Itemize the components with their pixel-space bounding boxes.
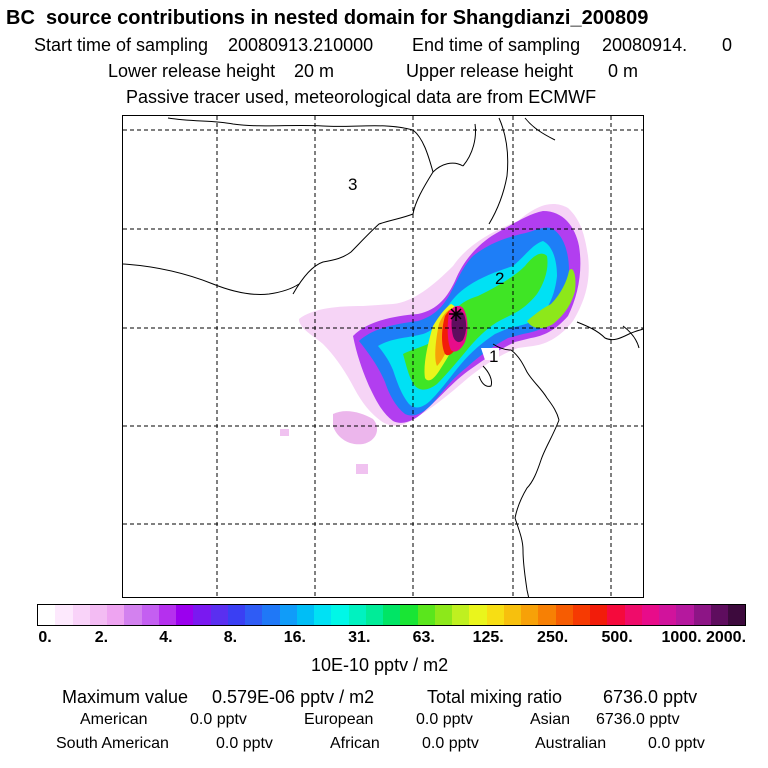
max-value: 0.579E-06 pptv / m2 [212,687,375,707]
colorbar-cell [72,605,90,625]
colorbar-cell [555,605,573,625]
colorbar-cell [503,605,521,625]
lower-release-value: 20 m [294,61,335,81]
coastlines [123,117,643,597]
region-south-american-name: South American [56,735,169,752]
colorbar-tick-label: 2000. [705,629,747,646]
colorbar-tick-label: 250. [537,629,569,646]
region-european-value: 0.0 pptv [416,711,473,728]
colorbar-cell [383,605,401,625]
colorbar-cell [693,605,711,625]
graticule [123,116,643,597]
plume-east-green [527,268,576,329]
colorbar-cell [279,605,297,625]
colorbar-cell [141,605,159,625]
colorbar-cell [107,605,125,625]
map-canvas: 1 2 3 [123,116,643,597]
total-mixing-value: 6736.0 pptv [603,687,698,707]
colorbar-tick-label: 1000. [661,629,702,646]
plume-gap [481,348,499,360]
receptor-star-icon [449,307,463,321]
colorbar-cell [486,605,504,625]
colorbar-cell [193,605,211,625]
colorbar-cell [538,605,556,625]
total-mixing-label: Total mixing ratio [427,687,563,707]
colorbar-cell [331,605,349,625]
end-time-value: 20080914. [602,35,688,55]
end-time-extra: 0 [722,35,733,55]
colorbar-tick-label: 0. [38,629,52,646]
colorbar-cell [521,605,539,625]
colorbar-cell [365,605,383,625]
colorbar-tick-label: 63. [412,629,435,646]
colorbar-cell [607,605,625,625]
upper-release-value: 0 m [608,61,639,81]
plume-core [451,311,467,343]
plot-title: BC source contributions in nested domain… [6,7,649,29]
colorbar-cell [210,605,228,625]
colorbar-cell [434,605,452,625]
region-asian-value: 6736.0 pptv [596,711,680,728]
region-south-american-value: 0.0 pptv [216,735,273,752]
colorbar-unit: 10E-10 pptv / m2 [311,655,449,675]
start-time-label: Start time of sampling [34,35,209,55]
region-australian-name: Australian [535,735,607,752]
region-label-3: 3 [348,175,357,194]
colorbar-cell [245,605,263,625]
colorbar-tick-label: 8. [223,629,238,646]
colorbar-cell [89,605,107,625]
colorbar-cell [710,605,728,625]
colorbar-cell [262,605,280,625]
end-time-label: End time of sampling [412,35,581,55]
region-american-value: 0.0 pptv [190,711,247,728]
colorbar-cell [641,605,659,625]
start-time-value: 20080913.210000 [228,35,374,55]
colorbar-cell [572,605,590,625]
colorbar-cell [227,605,245,625]
colorbar-cell [38,605,56,625]
max-value-label: Maximum value [62,687,189,707]
colorbar-cell [176,605,194,625]
region-asian-name: Asian [530,711,571,728]
colorbar-cell [158,605,176,625]
colorbar-tick-label: 2. [94,629,109,646]
region-european-name: European [304,711,374,728]
map-panel: 1 2 3 [122,115,644,598]
region-label-2: 2 [495,269,504,288]
region-american-name: American [80,711,148,728]
colorbar-cell [124,605,142,625]
plume-dot-b [356,464,368,474]
colorbar-cell [676,605,694,625]
plume-dot-a [280,429,289,436]
region-label-1: 1 [489,347,498,366]
colorbar-cell [728,605,746,625]
region-african-name: African [330,735,380,752]
colorbar-cell [348,605,366,625]
region-australian-value: 0.0 pptv [648,735,705,752]
colorbar-cell [452,605,470,625]
colorbar-tick-label: 4. [159,629,173,646]
colorbar-cell [659,605,677,625]
colorbar-tick-label: 16. [283,629,306,646]
tracer-note: Passive tracer used, meteorological data… [126,87,597,107]
colorbar-tick-label: 500. [601,629,633,646]
colorbar-cell [296,605,314,625]
colorbar [37,604,746,626]
colorbar-cell [400,605,418,625]
colorbar-cell [624,605,642,625]
colorbar-tick-label: 31. [348,629,371,646]
plume-contours [280,204,589,474]
colorbar-cell [55,605,73,625]
plume-halo-west [333,411,378,445]
lower-release-label: Lower release height [108,61,276,81]
colorbar-tick-label: 125. [472,629,504,646]
colorbar-cell [417,605,435,625]
upper-release-label: Upper release height [406,61,574,81]
colorbar-cell [469,605,487,625]
colorbar-cell [314,605,332,625]
region-african-value: 0.0 pptv [422,735,479,752]
colorbar-cell [590,605,608,625]
